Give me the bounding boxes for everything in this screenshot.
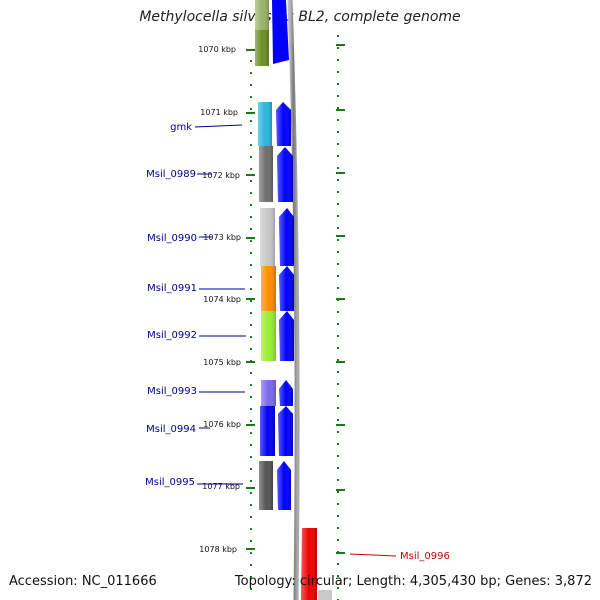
inner-ring-major-ticks xyxy=(246,49,255,550)
tick-label-1075: 1075 kbp xyxy=(203,358,241,367)
gene-label-msil-0992: Msil_0992 xyxy=(147,330,197,341)
tick-label-1074: 1074 kbp xyxy=(203,295,241,304)
gene-label-msil-0991: Msil_0991 xyxy=(147,283,197,294)
gene-label-gmk: gmk xyxy=(170,122,192,133)
tick-label-1077: 1077 kbp xyxy=(202,482,240,491)
gene-leader-lines xyxy=(194,124,397,557)
gene-label-msil-0994: Msil_0994 xyxy=(146,424,196,435)
genome-summary: Topology: circular; Length: 4,305,430 bp… xyxy=(234,574,592,589)
tick-label-1070: 1070 kbp xyxy=(198,45,236,54)
outer-ring-major-ticks xyxy=(336,44,345,554)
gene-label-msil-0993: Msil_0993 xyxy=(147,386,197,397)
gene-label-msil-0995: Msil_0995 xyxy=(145,477,195,488)
tick-label-1071: 1071 kbp xyxy=(200,108,238,117)
accession-label: Accession: NC_011666 xyxy=(9,574,157,589)
tick-label-1076: 1076 kbp xyxy=(203,420,241,429)
gene-label-msil-0996: Msil_0996 xyxy=(400,551,450,562)
tick-label-1072: 1072 kbp xyxy=(202,171,240,180)
tick-label-1073: 1073 kbp xyxy=(203,233,241,242)
genome-title: Methylocella silvestris BL2, complete ge… xyxy=(139,9,461,25)
gene-arrow-msil-0996-shade xyxy=(301,528,317,600)
gene-block-msil-0996 xyxy=(318,590,332,600)
tick-label-1078: 1078 kbp xyxy=(199,545,237,554)
gene-label-msil-0990: Msil_0990 xyxy=(147,233,197,244)
gene-label-msil-0989: Msil_0989 xyxy=(146,169,196,180)
gene-block-shading xyxy=(255,0,276,510)
gene-arrow-top xyxy=(272,0,289,64)
backbone-curve xyxy=(287,0,300,600)
forward-strand-shading xyxy=(276,102,294,510)
